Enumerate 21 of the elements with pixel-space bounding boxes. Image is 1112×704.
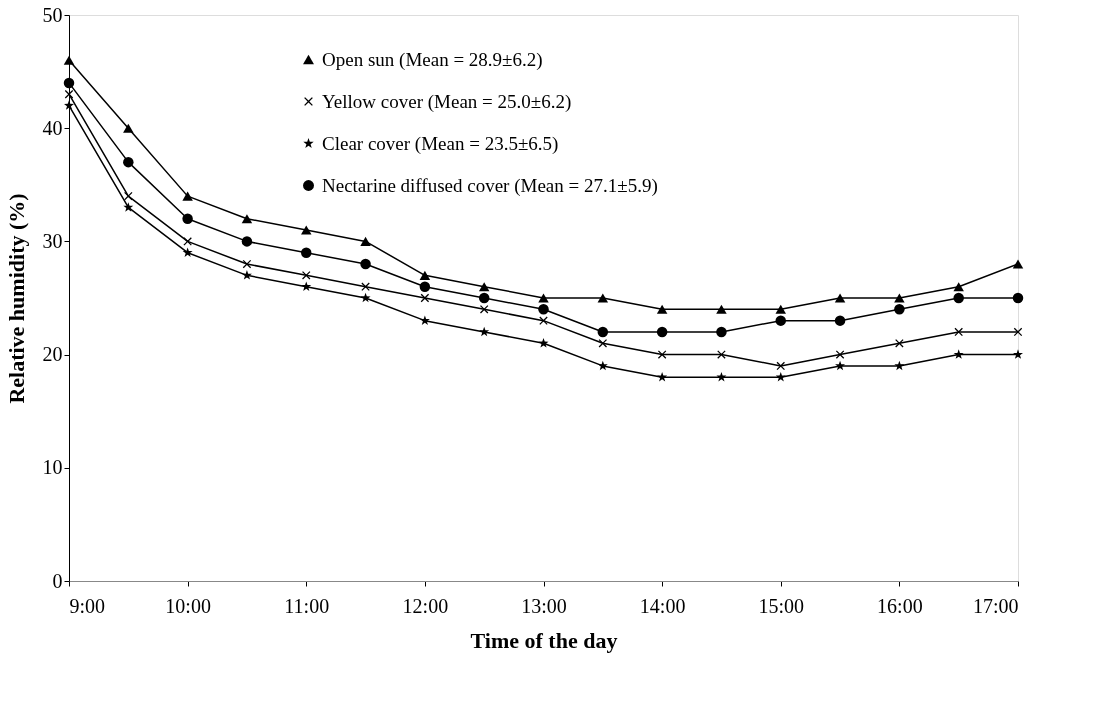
y-tick-label: 30 <box>42 229 63 252</box>
x-tick-label: 10:00 <box>165 594 211 617</box>
y-tick-label: 10 <box>42 456 63 479</box>
x-tick-label: 15:00 <box>758 594 805 617</box>
y-tick-label: 20 <box>42 343 63 366</box>
x-tick-label: 12:00 <box>402 594 449 617</box>
x-axis-title: Time of the day <box>470 627 618 653</box>
x-tick-label: 13:00 <box>521 594 567 617</box>
y-tick-label: 0 <box>52 569 63 592</box>
x-tick-label: 14:00 <box>639 594 686 617</box>
y-tick-label: 50 <box>42 3 63 26</box>
x-tick-label: 11:00 <box>284 594 330 617</box>
legend-label: Yellow cover (Mean = 25.0±6.2) <box>322 90 572 113</box>
legend-label: Open sun (Mean = 28.9±6.2) <box>322 48 543 71</box>
y-axis-title: Relative humidity (%) <box>3 193 29 404</box>
legend-label: Clear cover (Mean = 23.5±6.5) <box>322 132 559 155</box>
x-tick-label: 16:00 <box>877 594 923 617</box>
x-tick-label: 9:00 <box>69 594 106 617</box>
y-tick-label: 40 <box>42 116 63 139</box>
x-tick-label: 17:00 <box>972 594 1019 617</box>
legend-label: Nectarine diffused cover (Mean = 27.1±5.9) <box>322 174 658 197</box>
